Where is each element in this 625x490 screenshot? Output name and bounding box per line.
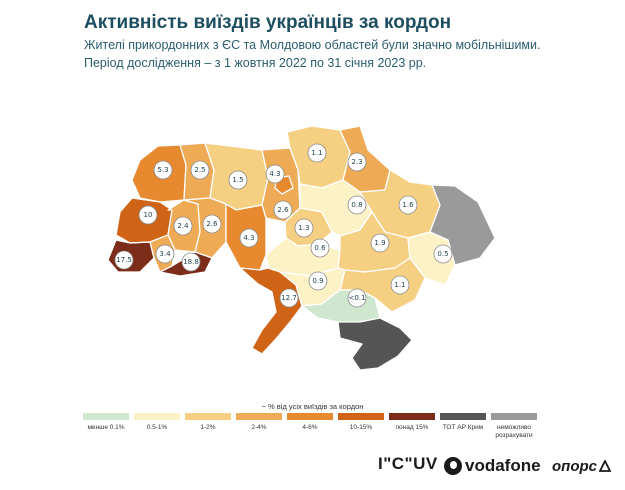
- region-value-label: 1.3: [298, 224, 309, 232]
- legend-swatch: [185, 413, 231, 420]
- region-value-badge: [202, 214, 222, 234]
- region-luhanska: [429, 184, 496, 266]
- region-value-badge: [279, 288, 299, 308]
- region-value-badge: [181, 252, 201, 272]
- opora-triangle-icon: [599, 460, 611, 472]
- legend-swatch: [83, 413, 129, 420]
- legend-label: 2-4%: [251, 424, 267, 431]
- region-value-badge: [138, 205, 158, 225]
- region-value-label: 1.1: [311, 149, 322, 157]
- region-value-badge: [173, 216, 193, 236]
- legend-item: 10-15%: [338, 413, 384, 432]
- region-value-badge: [190, 160, 210, 180]
- region-value-badge: [308, 271, 328, 291]
- region-value-label: 12.7: [281, 294, 297, 302]
- region-value-badge: [273, 200, 293, 220]
- region-value-label: 2.6: [277, 206, 289, 214]
- legend-label: 0.5-1%: [146, 424, 168, 431]
- region-value-label: 2.4: [177, 222, 189, 230]
- ukraine-map: 5.3 2.5 1.5 4.3 2.6 1.1 2.3 10 2.4 2.6 4.3 1.3 0.8 1.…: [107, 125, 496, 371]
- region-value-badge: [155, 244, 175, 264]
- cuv-logo: I"C"UV: [378, 454, 438, 473]
- region-value-label: 1.1: [394, 281, 405, 289]
- legend-item: 0.5-1%: [134, 413, 180, 432]
- region-value-label: 2.5: [194, 166, 205, 174]
- region-value-badge: [310, 238, 330, 258]
- region-value-label: 2.3: [351, 158, 362, 166]
- region-value-label: 3.4: [159, 250, 171, 258]
- region-value-label: 4.3: [243, 234, 254, 242]
- region-value-label: 2.6: [206, 220, 218, 228]
- legend-swatch: [440, 413, 486, 420]
- legend-label: неможливо розрахувати: [495, 424, 533, 439]
- region-value-label: 1.9: [374, 239, 385, 247]
- region-value-label: 17.5: [116, 256, 132, 264]
- subtitle: Жителі прикордонних з ЄС та Молдовою обл…: [84, 38, 541, 52]
- region-value-badge: [390, 275, 410, 295]
- region-value-badge: [347, 195, 367, 215]
- region-value-label: 1.5: [232, 176, 243, 184]
- region-value-badge: [239, 228, 259, 248]
- region-value-badge: [398, 195, 418, 215]
- region-value-label: 0.9: [312, 277, 323, 285]
- legend-item: 1-2%: [185, 413, 231, 432]
- region-value-label: <0.1: [349, 294, 366, 302]
- vodafone-wordmark: vodafone: [465, 456, 541, 475]
- legend-item: 2-4%: [236, 413, 282, 432]
- legend-item: менше 0.1%: [83, 413, 129, 432]
- opora-logo: опорс: [552, 454, 611, 478]
- region-value-badge: [370, 233, 390, 253]
- region-value-label: 10: [144, 211, 153, 219]
- region-value-badge: [307, 143, 327, 163]
- region-value-label: 1.6: [402, 201, 414, 209]
- legend-item: понад 15%: [389, 413, 435, 432]
- legend-label: понад 15%: [395, 424, 429, 431]
- legend-label: менше 0.1%: [87, 424, 125, 431]
- legend-swatch: [491, 413, 537, 420]
- region-value-label: 4.3: [269, 170, 280, 178]
- region-value-label: 0.6: [314, 244, 326, 252]
- region-value-badge: [433, 244, 453, 264]
- vodafone-icon: [444, 457, 462, 475]
- region-value-label: 0.5: [437, 250, 448, 258]
- legend-label: 10-15%: [349, 424, 373, 431]
- legend-item: 4-6%: [287, 413, 333, 432]
- legend-item: неможливо розрахувати: [491, 413, 537, 440]
- page-title: Активність виїздів українців за кордон: [84, 12, 452, 33]
- legend-swatch: [134, 413, 180, 420]
- legend-item: ТОТ АР Крим: [440, 413, 486, 432]
- region-value-label: 5.3: [157, 166, 168, 174]
- legend-label: 4-6%: [302, 424, 318, 431]
- legend-swatch: [338, 413, 384, 420]
- region-value-badge: [228, 170, 248, 190]
- region-value-labels: 5.3 2.5 1.5 4.3 2.6 1.1 2.3 10 2.4 2.6 4.3 1.3 0.8 1.…: [114, 143, 453, 308]
- region-value-badge: [265, 164, 285, 184]
- region-value-label: 18.8: [183, 258, 199, 266]
- region-value-badge: [114, 250, 134, 270]
- region-value-badge: [153, 160, 173, 180]
- vodafone-logo: vodafone: [444, 454, 541, 478]
- legend-swatch: [287, 413, 333, 420]
- region-value-label: 0.8: [351, 201, 362, 209]
- legend-label: ТОТ АР Крим: [442, 424, 484, 431]
- region-value-badge: [294, 218, 314, 238]
- region-crimea: [337, 317, 413, 371]
- opora-wordmark: опорс: [552, 457, 597, 475]
- legend-title: ~ % від усіх виїздів за кордон: [261, 402, 364, 411]
- legend-swatch: [236, 413, 282, 420]
- region-value-badge: [347, 152, 367, 172]
- period-text: Період дослідження – з 1 жовтня 2022 по …: [84, 56, 427, 70]
- region-value-badge: [347, 288, 367, 308]
- legend-swatch: [389, 413, 435, 420]
- legend-label: 1-2%: [200, 424, 216, 431]
